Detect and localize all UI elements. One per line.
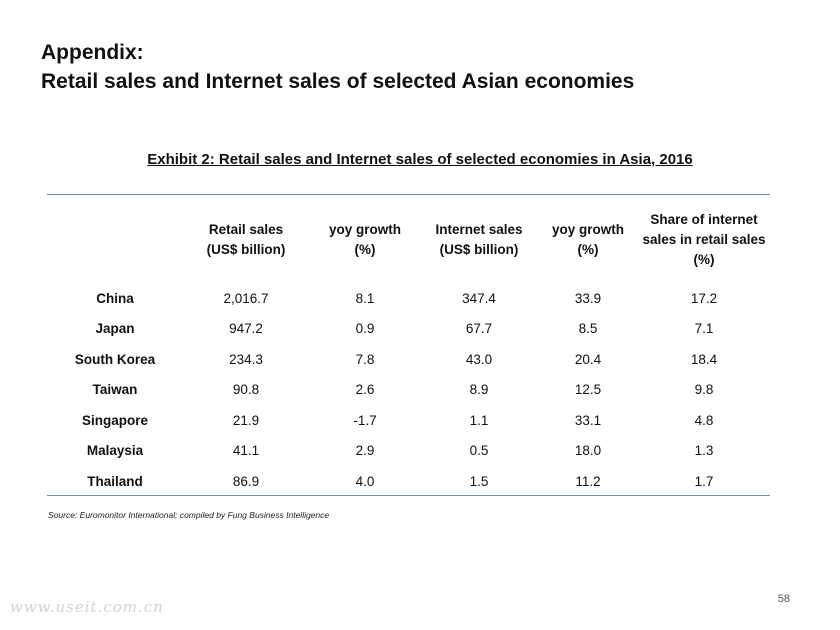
table-cell: 947.2 [229, 321, 263, 336]
table-cell: 9.8 [694, 382, 714, 397]
table-cell: 11.2 [575, 474, 601, 489]
column-header-line: (%) [354, 242, 376, 257]
column-header: Retail sales (US$ billion) [186, 220, 306, 260]
row-label: Taiwan [92, 382, 138, 397]
column-header-line: (%) [577, 242, 599, 257]
row-label: China [96, 291, 134, 306]
exhibit-title: Exhibit 2: Retail sales and Internet sal… [147, 151, 693, 168]
table-cell: 1.3 [694, 443, 714, 458]
table-bottom-rule [47, 495, 770, 496]
table-cell: 33.9 [574, 291, 602, 306]
source-note: Source: Euromonitor International; compi… [48, 510, 330, 520]
row-label: Thailand [87, 474, 143, 489]
slide-title-line-1: Appendix: [41, 41, 144, 64]
column-header-line: yoy growth [328, 222, 401, 237]
column-header: yoy growth (%) [310, 220, 420, 260]
slide-title: Appendix: Retail sales and Internet sale… [41, 38, 634, 96]
table-cell: 1.5 [469, 474, 489, 489]
column-header: Share of internet sales in retail sales (%… [629, 210, 779, 270]
column-header: yoy growth (%) [538, 220, 638, 260]
table-cell: 8.1 [355, 291, 375, 306]
table-cell: 20.4 [574, 352, 602, 367]
column-header-line: sales in retail sales [642, 232, 766, 247]
table-cell: 2.9 [355, 443, 375, 458]
slide-title-line-2: Retail sales and Internet sales of selec… [41, 70, 635, 93]
table-cell: 33.1 [574, 413, 602, 428]
table-cell: 67.7 [465, 321, 493, 336]
table-cell: 18.4 [690, 352, 718, 367]
table-cell: 0.5 [469, 443, 489, 458]
row-label: Malaysia [86, 443, 144, 458]
table-cell: 4.0 [355, 474, 375, 489]
table-cell: 17.2 [690, 291, 718, 306]
table-cell: 8.5 [578, 321, 598, 336]
column-header-line: Retail sales [208, 222, 284, 237]
table-cell: 347.4 [462, 291, 496, 306]
table-cell: 0.9 [355, 321, 375, 336]
table-cell: 2.6 [355, 382, 375, 397]
column-header-line: yoy growth [551, 222, 624, 237]
table-cell: 41.1 [232, 443, 260, 458]
table-cell: 18.0 [574, 443, 602, 458]
column-header-line: Internet sales [435, 222, 523, 237]
table-cell: 21.9 [232, 413, 260, 428]
row-label: South Korea [74, 352, 156, 367]
table-cell: -1.7 [353, 413, 377, 428]
row-label: Japan [95, 321, 135, 336]
table-cell: 8.9 [469, 382, 489, 397]
table-cell: 86.9 [232, 474, 260, 489]
table-top-rule [47, 194, 770, 195]
page-number: 58 [777, 593, 790, 605]
column-header: Internet sales (US$ billion) [419, 220, 539, 260]
watermark: www.useit.com.cn [10, 598, 164, 616]
table-cell: 7.8 [355, 352, 375, 367]
row-label: Singapore [81, 413, 148, 428]
column-header-line: (%) [693, 252, 715, 267]
table-cell: 7.1 [694, 321, 714, 336]
table-cell: 2,016.7 [223, 291, 269, 306]
table-cell: 4.8 [694, 413, 714, 428]
table-cell: 234.3 [229, 352, 263, 367]
table-cell: 1.7 [694, 474, 714, 489]
table-cell: 43.0 [465, 352, 493, 367]
column-header-line: (US$ billion) [206, 242, 286, 257]
column-header-line: (US$ billion) [439, 242, 519, 257]
column-header-line: Share of internet [650, 212, 758, 227]
table-cell: 90.8 [232, 382, 260, 397]
table-cell: 12.5 [574, 382, 602, 397]
table-cell: 1.1 [469, 413, 489, 428]
